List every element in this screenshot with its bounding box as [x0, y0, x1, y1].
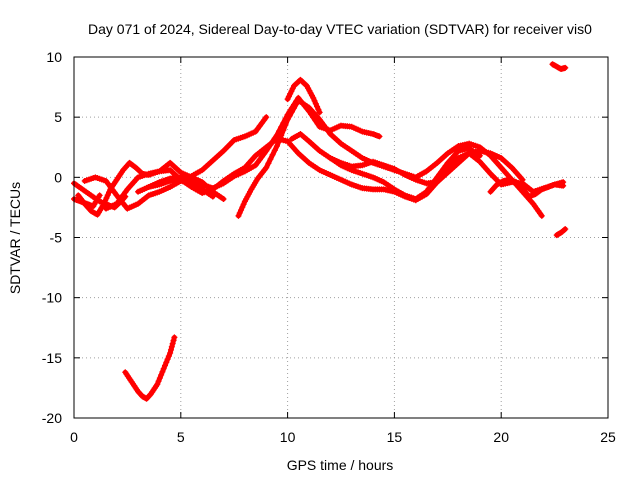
data-point	[238, 207, 245, 214]
data-point	[165, 353, 172, 360]
data-point	[293, 101, 300, 108]
series-track-13	[487, 176, 567, 200]
y-tick-label: 0	[54, 169, 62, 185]
data-point	[269, 138, 276, 145]
data-point	[267, 156, 274, 163]
series-track-11	[327, 147, 526, 187]
data-point	[562, 226, 569, 233]
data-point	[263, 114, 270, 121]
data-point	[163, 359, 170, 366]
series-track-16	[553, 226, 569, 239]
data-point	[265, 160, 272, 167]
y-tick-label: -10	[42, 290, 62, 306]
data-point	[265, 144, 272, 151]
y-tick-label: 10	[46, 49, 62, 65]
data-point	[102, 197, 109, 204]
y-tick-label: -15	[42, 350, 62, 366]
data-point	[236, 209, 243, 216]
data-point	[271, 147, 278, 154]
x-tick-label: 5	[177, 429, 185, 445]
data-point	[168, 343, 175, 350]
y-tick-label: -5	[50, 230, 63, 246]
data-point	[314, 103, 321, 110]
x-tick-label: 0	[70, 429, 78, 445]
data-series	[71, 61, 569, 402]
data-point	[171, 334, 178, 341]
data-point	[263, 147, 270, 154]
x-tick-label: 15	[387, 429, 403, 445]
series-track-15	[549, 61, 569, 73]
x-tick-label: 10	[280, 429, 296, 445]
data-point	[280, 127, 287, 134]
series-track-9	[284, 76, 323, 116]
data-point	[285, 93, 292, 100]
data-point	[170, 337, 177, 344]
data-point	[316, 109, 323, 116]
data-point	[167, 350, 174, 357]
data-point	[287, 90, 294, 97]
data-point	[269, 151, 276, 158]
data-point	[267, 141, 274, 148]
data-point	[155, 378, 162, 385]
data-point	[286, 112, 293, 119]
data-point	[538, 212, 545, 219]
data-point	[220, 195, 227, 202]
data-point	[271, 135, 278, 142]
data-point	[276, 137, 283, 144]
data-point	[278, 132, 285, 139]
data-point	[154, 381, 161, 388]
data-point	[311, 97, 318, 104]
data-point	[302, 81, 309, 88]
data-point	[289, 85, 296, 92]
axis-ticks: 0 5 10 15 20 25 -20 -15 -10 -5 0 5 10	[42, 49, 616, 445]
data-point	[310, 94, 317, 101]
data-point	[560, 179, 567, 186]
x-tick-label: 25	[600, 429, 616, 445]
data-point	[263, 164, 270, 171]
data-point	[167, 346, 174, 353]
data-point	[561, 226, 568, 233]
data-point	[240, 201, 247, 208]
data-point	[235, 212, 242, 219]
series-line	[122, 334, 177, 402]
data-point	[312, 100, 319, 107]
x-axis-label: GPS time / hours	[287, 457, 394, 473]
data-point	[288, 88, 295, 95]
data-point	[282, 121, 289, 128]
data-point	[158, 371, 165, 378]
data-point	[156, 375, 163, 382]
data-point	[159, 368, 166, 375]
data-point	[96, 192, 103, 199]
data-point	[160, 365, 167, 372]
data-point	[314, 120, 321, 127]
x-tick-label: 20	[493, 429, 509, 445]
data-point	[103, 195, 110, 202]
data-point	[291, 105, 298, 112]
data-point	[273, 143, 280, 150]
data-point	[100, 200, 107, 207]
data-point	[284, 96, 291, 103]
chart-title: Day 071 of 2024, Sidereal Day-to-day VTE…	[88, 21, 592, 37]
y-tick-label: -20	[42, 410, 62, 426]
data-point	[106, 189, 113, 196]
data-point	[161, 362, 168, 369]
data-point	[288, 108, 295, 115]
data-point	[239, 204, 246, 211]
data-point	[284, 116, 291, 123]
data-point	[164, 356, 171, 363]
series-track-14	[122, 334, 178, 402]
y-axis-label: SDTVAR / TECUs	[7, 182, 23, 294]
data-point	[562, 64, 569, 71]
data-point	[169, 340, 176, 347]
data-point	[376, 133, 383, 140]
grid	[74, 57, 608, 418]
data-point	[315, 106, 322, 113]
y-tick-label: 5	[54, 109, 62, 125]
data-point	[104, 192, 111, 199]
